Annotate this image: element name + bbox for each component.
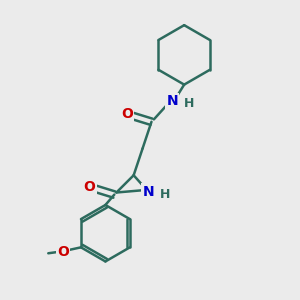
Text: O: O	[121, 107, 133, 121]
Text: O: O	[84, 180, 96, 194]
Text: H: H	[184, 98, 194, 110]
Text: N: N	[167, 94, 178, 108]
Text: O: O	[57, 245, 69, 259]
Text: N: N	[143, 184, 154, 199]
Text: H: H	[160, 188, 170, 201]
